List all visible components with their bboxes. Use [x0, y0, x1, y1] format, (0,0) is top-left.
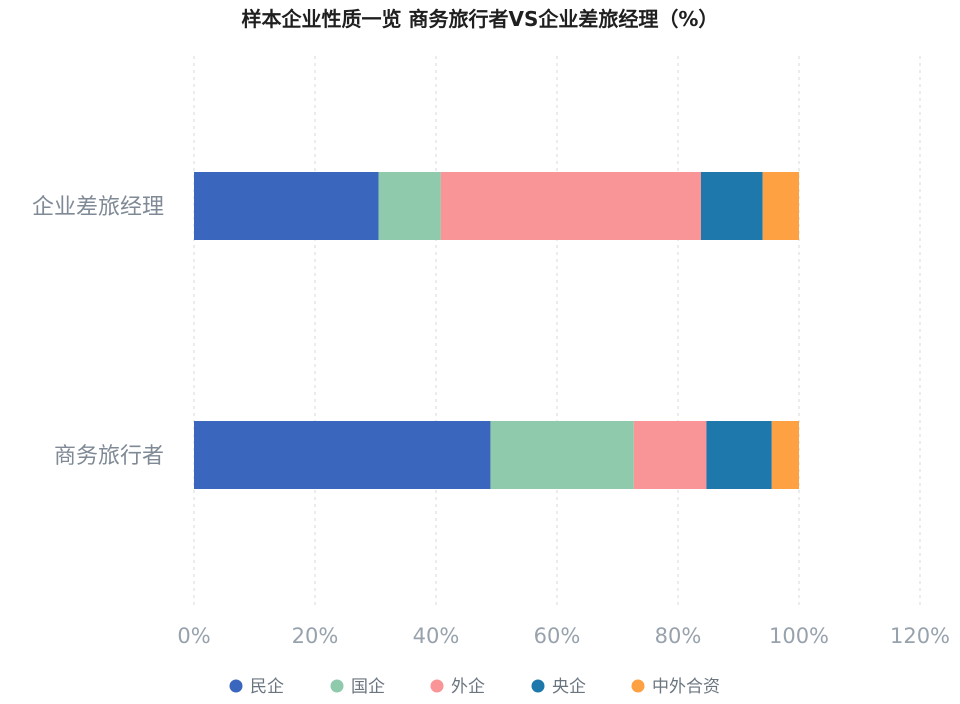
- legend-item[interactable]: 央企: [531, 677, 587, 697]
- legend-label: 中外合资: [652, 677, 720, 697]
- bar-segment: [440, 172, 701, 240]
- chart-title: 样本企业性质一览 商务旅行者VS企业差旅经理（%）: [242, 7, 719, 31]
- bar-segment: [706, 421, 772, 489]
- x-tick-label: 120%: [890, 624, 950, 648]
- legend-label: 央企: [552, 677, 586, 697]
- legend-marker: [430, 679, 444, 693]
- bar-segment: [771, 421, 799, 489]
- legend-label: 民企: [250, 677, 284, 697]
- legend-label: 国企: [351, 677, 385, 697]
- legend-item[interactable]: 中外合资: [631, 677, 721, 697]
- legend-label: 外企: [451, 677, 485, 697]
- bar-segment: [700, 172, 763, 240]
- y-category-label: 商务旅行者: [54, 444, 164, 469]
- bars: [194, 172, 799, 489]
- bar-segment: [194, 172, 379, 240]
- legend-marker: [531, 679, 545, 693]
- y-category-label: 企业差旅经理: [32, 195, 164, 220]
- legend[interactable]: 民企 国企 外企 央企 中外合资: [229, 677, 721, 697]
- legend-marker: [330, 679, 344, 693]
- x-tick-label: 80%: [655, 624, 702, 648]
- x-tick-label: 20%: [292, 624, 339, 648]
- value-axis: 0% 20% 40% 60% 80% 100% 120%: [177, 624, 950, 648]
- legend-item[interactable]: 外企: [430, 677, 486, 697]
- bar-segment: [490, 421, 634, 489]
- legend-item[interactable]: 国企: [330, 677, 386, 697]
- legend-item[interactable]: 民企: [229, 677, 285, 697]
- x-tick-label: 40%: [413, 624, 460, 648]
- legend-marker: [229, 679, 243, 693]
- bar-segment: [194, 421, 491, 489]
- gridlines: [193, 56, 921, 608]
- legend-marker: [631, 679, 645, 693]
- bar-segment: [378, 172, 441, 240]
- x-tick-label: 60%: [534, 624, 581, 648]
- x-tick-label: 100%: [769, 624, 829, 648]
- x-tick-label: 0%: [177, 624, 210, 648]
- bar-segment: [633, 421, 707, 489]
- bar-segment: [762, 172, 799, 240]
